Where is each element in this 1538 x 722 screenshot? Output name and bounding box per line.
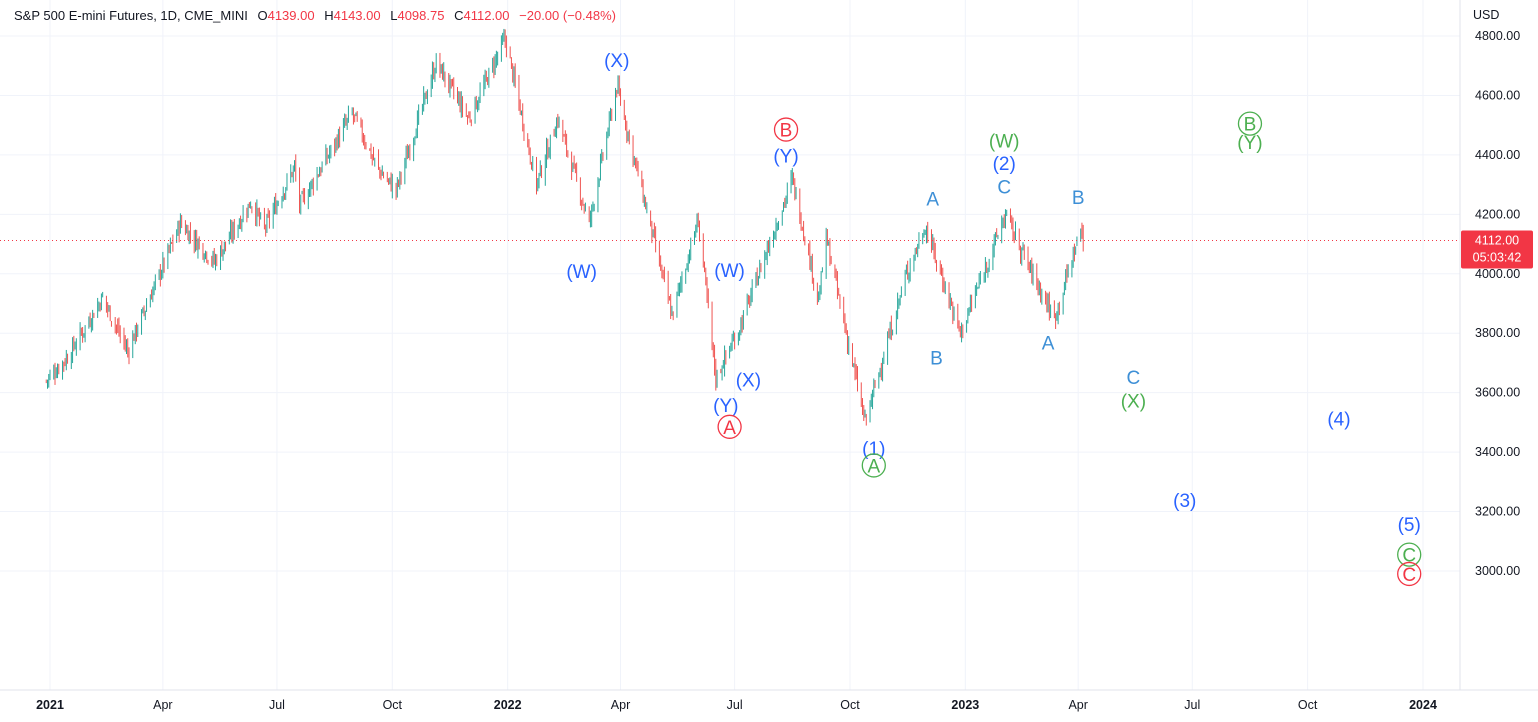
high-value: 4143.00 — [333, 8, 381, 23]
wave-label: C — [1402, 546, 1416, 567]
x-tick-label: Jul — [269, 698, 285, 712]
wave-label: A — [1042, 334, 1055, 355]
wave-label: B — [1072, 188, 1085, 209]
wave-label: B — [780, 121, 793, 142]
wave-circle — [1397, 561, 1422, 587]
candlestick-series — [45, 28, 1084, 426]
low-value: 4098.75 — [397, 8, 445, 23]
wave-label: (Y) — [713, 396, 738, 417]
x-tick-label: Jul — [727, 698, 743, 712]
y-tick-label: 3000.00 — [1475, 564, 1520, 578]
y-tick-label: 3800.00 — [1475, 326, 1520, 340]
wave-circle — [1237, 111, 1263, 136]
change-value: −20.00 (−0.48%) — [519, 8, 616, 23]
wave-circle — [717, 414, 742, 439]
close-label: C — [454, 8, 464, 23]
wave-label: A — [723, 418, 736, 439]
wave-label: (W) — [714, 261, 745, 282]
wave-label: (Y) — [773, 146, 798, 167]
high-label: H — [324, 8, 334, 23]
y-tick-label: 3200.00 — [1475, 505, 1520, 519]
wave-label: (X) — [1121, 392, 1146, 413]
y-tick-label: 3600.00 — [1475, 386, 1520, 400]
bar-countdown: 05:03:42 — [1473, 250, 1522, 264]
close-value: 4112.00 — [463, 8, 510, 23]
wave-label: C — [997, 178, 1011, 199]
wave-label: (5) — [1398, 515, 1421, 536]
x-tick-label: Jul — [1184, 698, 1200, 712]
open-label: O — [257, 8, 268, 23]
price-axis[interactable]: 4800.00 4600.00 4400.00 4200.00 4000.00 3800.… — [1459, 0, 1520, 690]
wave-label: C — [1126, 368, 1140, 389]
wave-label: B — [930, 348, 943, 369]
x-tick-label: Apr — [611, 698, 630, 712]
y-tick-label: 3400.00 — [1475, 445, 1520, 459]
low-label: L — [390, 8, 398, 23]
open-value: 4139.00 — [267, 8, 315, 23]
elliott-wave-labels: (W)(X)(W)(X)(Y)AB(Y)(1)AAB(W)(2)CABC(X)B… — [566, 51, 1422, 587]
wave-label: (4) — [1327, 409, 1350, 430]
x-tick-label: Oct — [1298, 698, 1318, 712]
y-tick-label: 4400.00 — [1475, 148, 1520, 162]
x-tick-label: Apr — [153, 698, 172, 712]
y-tick-label: 4000.00 — [1475, 267, 1520, 281]
chart-grid — [0, 0, 1460, 690]
symbol-legend[interactable]: S&P 500 E-mini Futures, 1D, CME_MINI O41… — [14, 8, 616, 23]
wave-circle — [773, 117, 799, 142]
x-tick-label: 2023 — [951, 698, 979, 712]
wave-label: (X) — [604, 51, 629, 72]
last-price-value: 4112.00 — [1475, 233, 1519, 247]
y-tick-label: 4200.00 — [1475, 207, 1520, 221]
last-price-tag: 4112.00 05:03:42 — [1461, 230, 1533, 269]
y-tick-label: 4600.00 — [1475, 88, 1520, 102]
wave-circle — [861, 453, 886, 478]
wave-label: (X) — [736, 371, 761, 392]
wave-label: A — [926, 189, 939, 210]
currency-label: USD — [1473, 8, 1499, 22]
x-tick-label: 2022 — [494, 698, 522, 712]
wave-label: C — [1402, 565, 1416, 586]
time-axis[interactable]: 2021 Apr Jul Oct 2022 Apr Jul Oct 2023 Apr Jul Oct 2… — [0, 689, 1538, 712]
x-tick-label: Oct — [383, 698, 403, 712]
wave-label: (W) — [989, 131, 1020, 152]
x-tick-label: Apr — [1068, 698, 1087, 712]
symbol-title: S&P 500 E-mini Futures, 1D, CME_MINI — [14, 8, 248, 23]
y-tick-label: 4800.00 — [1475, 29, 1520, 43]
wave-label: (Y) — [1237, 133, 1262, 154]
x-tick-label: Oct — [840, 698, 860, 712]
x-tick-label: 2021 — [36, 698, 64, 712]
wave-label: (2) — [993, 154, 1016, 175]
wave-label: (3) — [1173, 491, 1196, 512]
wave-label: (W) — [566, 262, 597, 283]
wave-label: B — [1244, 115, 1257, 136]
x-tick-label: 2024 — [1409, 698, 1437, 712]
wave-label: A — [867, 456, 880, 477]
wave-circle — [1397, 542, 1422, 567]
